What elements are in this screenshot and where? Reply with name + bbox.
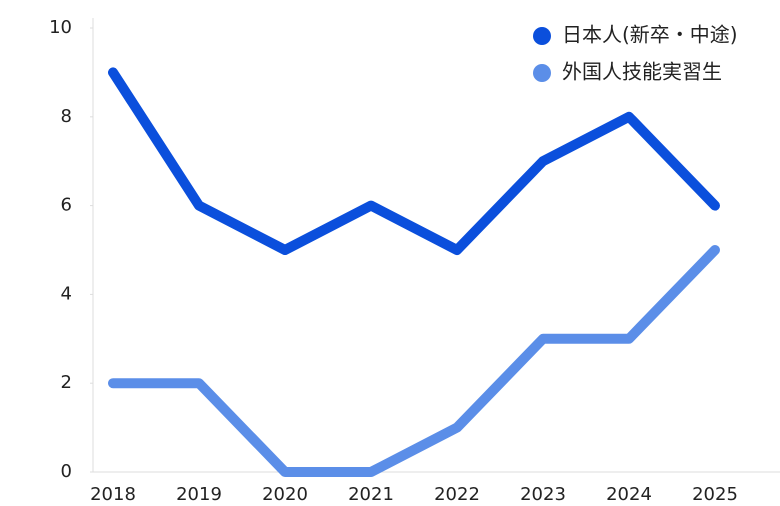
legend-marker: [533, 64, 551, 82]
x-tick-label: 2024: [606, 484, 652, 505]
legend-marker: [533, 27, 551, 45]
x-tick-label: 2023: [520, 484, 566, 505]
y-tick-label: 8: [61, 106, 72, 127]
y-tick-label: 6: [61, 195, 72, 216]
x-tick-label: 2025: [692, 484, 738, 505]
x-tick-label: 2020: [262, 484, 308, 505]
legend: 日本人(新卒・中途) 外国人技能実習生: [533, 23, 738, 84]
y-tick-label: 2: [61, 372, 72, 393]
series-line: [108, 245, 720, 477]
x-tick-label: 2019: [176, 484, 222, 505]
legend-label: 日本人(新卒・中途): [562, 23, 738, 47]
y-tick-label: 4: [61, 283, 72, 304]
legend-label: 外国人技能実習生: [562, 60, 722, 84]
series-line: [108, 67, 720, 255]
y-tick-label: 10: [49, 17, 72, 38]
y-tick-label: 0: [61, 461, 72, 482]
x-tick-label: 2018: [90, 484, 136, 505]
x-tick-label: 2022: [434, 484, 480, 505]
x-tick-label: 2021: [348, 484, 394, 505]
